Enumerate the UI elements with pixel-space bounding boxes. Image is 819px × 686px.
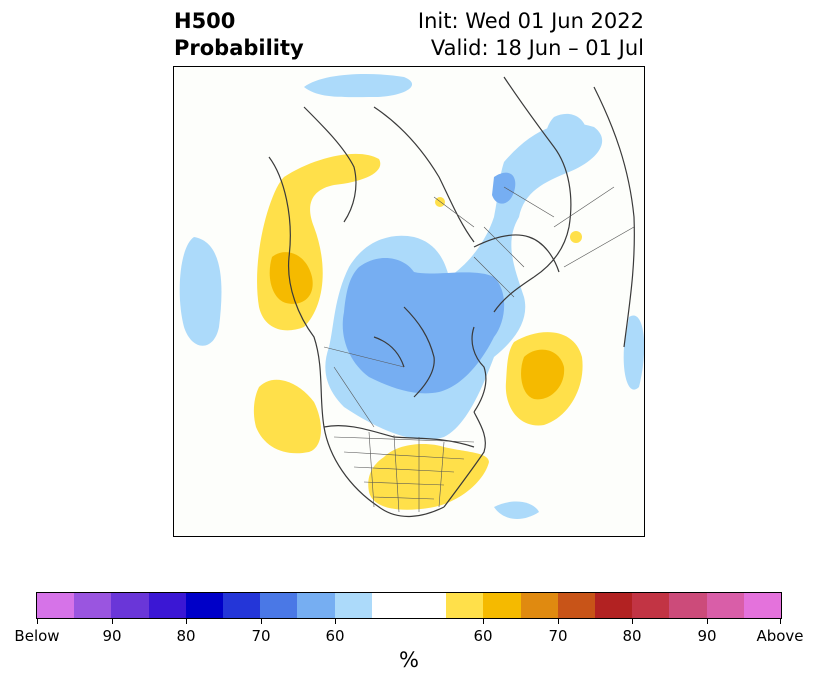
colorbar-tick-label: 90: [102, 627, 122, 645]
colorbar-tickmark: [112, 619, 113, 624]
colorbar-segment: [706, 593, 744, 618]
colorbar-tickmark: [186, 619, 187, 624]
colorbar-tick-label: 60: [473, 627, 493, 645]
colorbar-segment: [185, 593, 224, 618]
valid-range: Valid: 18 Jun – 01 Jul: [430, 36, 644, 60]
init-date: Init: Wed 01 Jun 2022: [417, 9, 644, 33]
colorbar-tick-label: 70: [251, 627, 271, 645]
colorbar-tickmark: [558, 619, 559, 624]
colorbar-segment: [669, 593, 707, 618]
above-normal-regions: [253, 153, 583, 510]
colorbar-tickmark: [483, 619, 484, 624]
colorbar-tick-label: 70: [548, 627, 568, 645]
colorbar-segment: [260, 593, 298, 618]
colorbar-tickmark: [632, 619, 633, 624]
colorbar-tick-label: 60: [325, 627, 345, 645]
colorbar-segment: [223, 593, 261, 618]
colorbar-segment: [743, 593, 782, 618]
colorbar-segment: [111, 593, 149, 618]
colorbar-tickmark: [37, 619, 38, 624]
political-borders: [323, 186, 635, 513]
below-normal-regions: [179, 74, 644, 519]
map-dates: Init: Wed 01 Jun 2022 Valid: 18 Jun – 01…: [418, 8, 644, 62]
colorbar-segment: [334, 593, 372, 618]
colorbar-tick-label: 90: [697, 627, 717, 645]
colorbar-segment: [483, 593, 521, 618]
colorbar-tickmark: [780, 619, 781, 624]
colorbar-tick-label: 80: [622, 627, 642, 645]
colorbar: [36, 592, 782, 619]
colorbar-segment: [632, 593, 670, 618]
probability-map: [174, 67, 644, 536]
title-quantity: Probability: [174, 36, 304, 60]
colorbar-tick-label: Below: [14, 627, 60, 645]
colorbar-segment: [520, 593, 558, 618]
colorbar-segment: [446, 593, 484, 618]
colorbar-tick-label: Above: [756, 627, 804, 645]
map-panel: [173, 66, 645, 537]
colorbar-segment: [409, 593, 447, 618]
colorbar-segment: [371, 593, 410, 618]
colorbar-segment: [37, 593, 75, 618]
colorbar-segment: [595, 593, 633, 618]
colorbar-segment: [557, 593, 596, 618]
colorbar-segment: [148, 593, 186, 618]
colorbar-tick-label: 80: [176, 627, 196, 645]
colorbar-label: %: [399, 648, 419, 672]
colorbar-tickmark: [707, 619, 708, 624]
colorbar-tickmark: [261, 619, 262, 624]
colorbar-segment: [74, 593, 112, 618]
title-field: H500: [174, 9, 236, 33]
colorbar-tickmark: [335, 619, 336, 624]
colorbar-segment: [297, 593, 335, 618]
map-title: H500 Probability: [174, 8, 304, 62]
